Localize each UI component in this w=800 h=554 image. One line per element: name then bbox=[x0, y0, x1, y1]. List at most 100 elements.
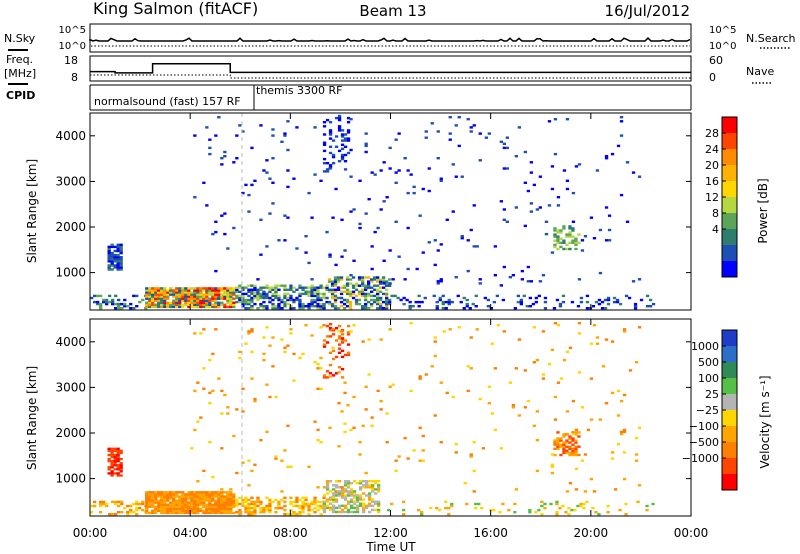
power-cell bbox=[525, 305, 529, 308]
velocity-cell bbox=[355, 496, 360, 499]
power-cell bbox=[116, 262, 120, 265]
velocity-cell bbox=[513, 502, 517, 506]
power-cell bbox=[615, 300, 620, 304]
power-cell bbox=[151, 301, 155, 304]
velocity-cell bbox=[160, 507, 164, 510]
power-cell bbox=[561, 294, 566, 298]
power-cell bbox=[265, 294, 269, 298]
velocity-cell bbox=[250, 502, 254, 506]
power-cell bbox=[322, 143, 327, 146]
velocity-cell bbox=[160, 511, 164, 515]
velocity-cell bbox=[190, 511, 194, 515]
power-cell bbox=[553, 245, 557, 249]
velocity-cell bbox=[346, 502, 351, 505]
velocity-cell bbox=[93, 500, 97, 504]
velocity-cell bbox=[362, 504, 366, 507]
velocity-cell bbox=[571, 432, 576, 436]
power-cell bbox=[502, 265, 506, 269]
power-cell bbox=[604, 206, 609, 209]
power-cell bbox=[238, 286, 242, 289]
velocity-cell bbox=[175, 511, 179, 515]
velocity-cell bbox=[151, 491, 155, 494]
power-cell bbox=[534, 296, 538, 300]
power-cell bbox=[373, 294, 377, 298]
power-cell bbox=[226, 287, 230, 290]
velocity-cell bbox=[349, 482, 354, 485]
power-cell bbox=[250, 298, 254, 302]
velocity-cell bbox=[307, 506, 311, 510]
velocity-cell bbox=[346, 343, 351, 346]
power-cell bbox=[286, 148, 290, 152]
power-cell bbox=[107, 258, 111, 261]
power-cell bbox=[328, 151, 333, 155]
power-cell bbox=[439, 243, 443, 246]
velocity-cell bbox=[172, 511, 176, 515]
power-cell bbox=[295, 296, 299, 300]
power-cell bbox=[568, 235, 572, 238]
power-cell bbox=[319, 292, 323, 296]
velocity-cell bbox=[262, 352, 266, 356]
velocity-cell bbox=[343, 506, 348, 510]
power-cell bbox=[190, 297, 194, 300]
velocity-cell bbox=[169, 503, 173, 506]
cpid-program-2: themis 3300 RF bbox=[256, 84, 343, 97]
velocity-colorbar-swatch bbox=[722, 378, 737, 394]
power-cell bbox=[571, 191, 576, 195]
power-cell bbox=[247, 210, 251, 213]
power-cell bbox=[271, 134, 275, 137]
velocity-y-tick-label: 3000 bbox=[55, 380, 86, 394]
power-cell bbox=[259, 124, 263, 127]
power-cell bbox=[160, 297, 164, 300]
velocity-cell bbox=[202, 469, 206, 473]
power-cell bbox=[351, 290, 356, 293]
power-cell bbox=[169, 289, 173, 292]
velocity-cell bbox=[226, 511, 230, 515]
power-cell bbox=[624, 294, 629, 298]
power-cell bbox=[406, 267, 410, 271]
power-cell bbox=[163, 299, 167, 302]
velocity-cell bbox=[595, 336, 600, 339]
velocity-cell bbox=[582, 502, 586, 506]
velocity-cell bbox=[247, 513, 251, 516]
velocity-cell bbox=[340, 510, 345, 514]
velocity-cell bbox=[196, 420, 200, 423]
power-cell bbox=[114, 302, 118, 306]
power-cell bbox=[148, 301, 152, 304]
velocity-cell bbox=[102, 500, 106, 504]
power-cell bbox=[274, 294, 278, 298]
power-cell bbox=[376, 280, 380, 283]
velocity-cell bbox=[540, 500, 544, 504]
power-cell bbox=[444, 300, 448, 304]
velocity-cell bbox=[238, 513, 242, 516]
power-cell bbox=[339, 276, 344, 279]
velocity-cell bbox=[574, 439, 578, 442]
power-cell bbox=[107, 245, 111, 249]
velocity-cell bbox=[208, 503, 212, 506]
velocity-cell bbox=[457, 326, 461, 329]
velocity-cell bbox=[169, 497, 173, 500]
velocity-cell bbox=[343, 504, 348, 507]
power-cell bbox=[262, 305, 266, 308]
power-cell bbox=[631, 171, 636, 174]
velocity-cell bbox=[120, 511, 124, 514]
velocity-cell bbox=[283, 513, 287, 516]
velocity-colorbar-tick-label: −1000 bbox=[682, 452, 719, 465]
power-cell bbox=[354, 288, 359, 291]
power-cell bbox=[119, 243, 123, 246]
power-cell bbox=[528, 296, 532, 300]
velocity-cell bbox=[172, 497, 176, 500]
power-cell bbox=[468, 307, 472, 310]
power-cell bbox=[478, 282, 482, 285]
power-cell bbox=[307, 191, 311, 195]
velocity-cell bbox=[116, 464, 120, 467]
power-cell bbox=[319, 298, 323, 302]
velocity-cell bbox=[624, 502, 628, 506]
power-cell bbox=[202, 287, 206, 290]
velocity-cell bbox=[217, 493, 221, 496]
power-cell bbox=[337, 129, 342, 132]
velocity-cell bbox=[226, 493, 230, 496]
power-cell bbox=[327, 302, 332, 306]
velocity-cell bbox=[559, 437, 563, 440]
velocity-cell bbox=[385, 412, 389, 415]
power-cell bbox=[616, 144, 621, 148]
